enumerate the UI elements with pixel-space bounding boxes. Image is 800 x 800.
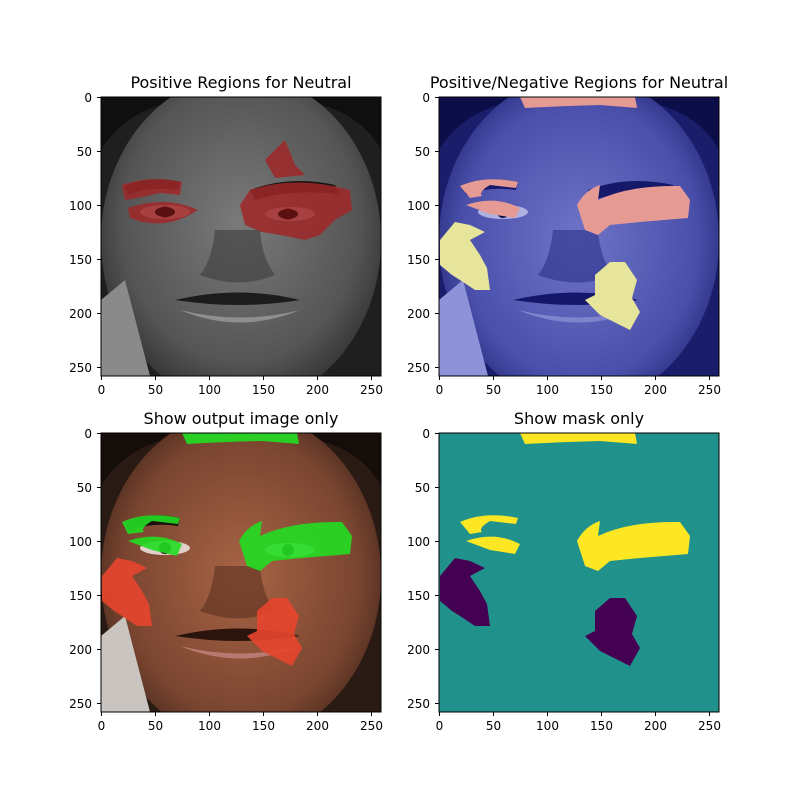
y-tick-label: 200 (69, 307, 92, 321)
y-tick-label: 200 (407, 307, 430, 321)
y-tick-label: 50 (415, 481, 430, 495)
x-tick-label: 200 (306, 383, 329, 397)
y-tick-label: 150 (407, 253, 430, 267)
x-axis: 0 50 100 150 200 250 (98, 376, 383, 397)
axes-frame (100, 96, 382, 377)
y-axis: 0 50 100 150 200 250 (69, 91, 101, 375)
mask-negative-region (440, 558, 640, 666)
x-tick-label: 150 (590, 383, 613, 397)
x-tick-label: 200 (644, 719, 667, 733)
y-tick-label: 50 (77, 145, 92, 159)
axes-frame (438, 432, 720, 713)
y-tick-label: 250 (407, 361, 430, 375)
x-axis: 0 50 100 150 200 250 (436, 712, 721, 733)
panel-output-image: Show output image only (69, 409, 383, 733)
panel-positive-regions: Positive Regions for Neutral (69, 73, 383, 397)
x-tick-label: 200 (644, 383, 667, 397)
y-tick-label: 100 (69, 535, 92, 549)
y-tick-label: 200 (407, 643, 430, 657)
y-tick-label: 150 (69, 589, 92, 603)
x-tick-label: 50 (486, 719, 501, 733)
x-axis: 0 50 100 150 200 250 (98, 712, 383, 733)
y-axis: 0 50 100 150 200 250 (407, 91, 439, 375)
x-tick-label: 200 (306, 719, 329, 733)
y-tick-label: 250 (69, 697, 92, 711)
x-tick-label: 100 (198, 719, 221, 733)
x-tick-label: 250 (360, 719, 383, 733)
x-tick-label: 0 (98, 719, 106, 733)
panel-title: Show output image only (144, 409, 339, 428)
negative-region-overlay (440, 222, 640, 330)
y-tick-label: 50 (77, 481, 92, 495)
x-tick-label: 250 (698, 383, 721, 397)
y-tick-label: 200 (69, 643, 92, 657)
panel-mask-only: Show mask only 0 50 100 150 200 250 0 (407, 409, 721, 733)
mask-positive-region (460, 433, 690, 571)
x-axis: 0 50 100 150 200 250 (436, 376, 721, 397)
x-tick-label: 0 (98, 383, 106, 397)
axes-frame (100, 432, 382, 713)
positive-region-overlay (460, 97, 690, 235)
face-image-blue-tint (439, 97, 719, 376)
x-tick-label: 0 (436, 383, 444, 397)
y-tick-label: 250 (69, 361, 92, 375)
y-axis: 0 50 100 150 200 250 (69, 427, 101, 711)
x-tick-label: 100 (536, 719, 559, 733)
x-tick-label: 250 (360, 383, 383, 397)
x-tick-label: 250 (698, 719, 721, 733)
x-tick-label: 50 (148, 719, 163, 733)
face-image-grayscale (101, 97, 381, 376)
y-tick-label: 50 (415, 145, 430, 159)
panel-title: Show mask only (514, 409, 644, 428)
x-tick-label: 150 (252, 383, 275, 397)
y-tick-label: 100 (407, 535, 430, 549)
y-tick-label: 150 (69, 253, 92, 267)
y-tick-label: 250 (407, 697, 430, 711)
y-tick-label: 150 (407, 589, 430, 603)
y-tick-label: 100 (407, 199, 430, 213)
y-tick-label: 0 (84, 427, 92, 441)
x-tick-label: 100 (198, 383, 221, 397)
negative-region-overlay (102, 558, 302, 666)
x-tick-label: 50 (486, 383, 501, 397)
x-tick-label: 100 (536, 383, 559, 397)
x-tick-label: 0 (436, 719, 444, 733)
y-tick-label: 0 (422, 91, 430, 105)
y-tick-label: 0 (422, 427, 430, 441)
x-tick-label: 150 (252, 719, 275, 733)
panel-title: Positive Regions for Neutral (130, 73, 351, 92)
y-tick-label: 0 (84, 91, 92, 105)
y-axis: 0 50 100 150 200 250 (407, 427, 439, 711)
mask-image (439, 433, 719, 712)
x-tick-label: 50 (148, 383, 163, 397)
panel-positive-negative-regions: Positive/Negative Regions for Neutral (407, 73, 728, 397)
x-tick-label: 150 (590, 719, 613, 733)
positive-region-overlay (122, 433, 352, 571)
y-tick-label: 100 (69, 199, 92, 213)
panel-title: Positive/Negative Regions for Neutral (430, 73, 728, 92)
face-image-color (101, 433, 381, 712)
axes-frame (438, 96, 720, 377)
